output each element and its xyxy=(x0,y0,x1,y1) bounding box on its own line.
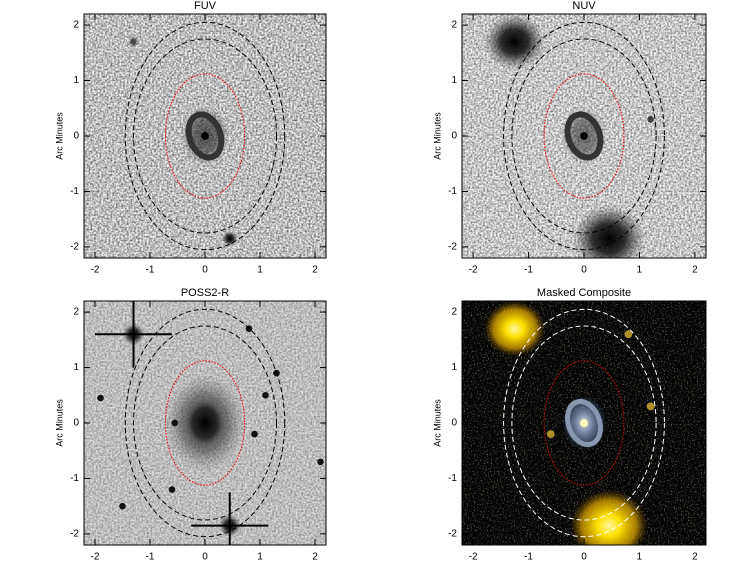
source xyxy=(119,502,126,510)
aperture xyxy=(503,21,665,251)
x-tick-label: -2 xyxy=(469,265,478,276)
y-tick-label: -1 xyxy=(448,186,457,197)
y-tick-label: 0 xyxy=(73,418,79,429)
aperture xyxy=(543,360,625,486)
y-tick-label: -1 xyxy=(70,473,79,484)
x-tick-label: -1 xyxy=(524,265,533,276)
diffraction-spike xyxy=(95,301,172,368)
aperture xyxy=(124,21,286,251)
y-axis-label: Arc Minutes xyxy=(54,399,64,447)
y-tick-label: 2 xyxy=(73,307,79,318)
y-tick-label: -1 xyxy=(448,473,457,484)
y-tick-label: 2 xyxy=(451,307,457,318)
y-tick-label: 1 xyxy=(451,75,457,86)
image xyxy=(462,301,706,545)
aperture xyxy=(164,73,246,199)
x-tick-label: 1 xyxy=(637,265,643,276)
x-tick-label: 0 xyxy=(202,265,208,276)
y-tick-label: 0 xyxy=(73,131,79,142)
y-tick-label: 1 xyxy=(73,362,79,373)
aperture xyxy=(133,325,277,521)
y-tick-label: -1 xyxy=(70,186,79,197)
galaxy-ring xyxy=(565,398,603,448)
diffraction-spike xyxy=(191,492,269,545)
x-tick-label: 0 xyxy=(581,265,587,276)
source xyxy=(181,395,229,451)
x-tick-label: -1 xyxy=(146,552,155,563)
x-tick-label: -2 xyxy=(91,552,100,563)
image xyxy=(84,14,326,258)
x-tick-label: 1 xyxy=(257,265,263,276)
aperture xyxy=(511,325,657,521)
panel-title: Masked Composite xyxy=(537,287,631,299)
y-tick-label: 2 xyxy=(451,20,457,31)
source xyxy=(128,36,139,48)
y-tick-label: 1 xyxy=(451,362,457,373)
panel: POSS2-R Arc Minutes -2 -1 0 1 2 -2 -1 0 1 2 xyxy=(54,287,327,563)
panel-title: POSS2-R xyxy=(181,287,229,299)
aperture xyxy=(543,73,625,199)
galaxy-ring xyxy=(564,111,604,161)
panel-title: FUV xyxy=(194,0,217,12)
x-tick-label: -2 xyxy=(469,552,478,563)
y-tick-label: -2 xyxy=(70,529,79,540)
x-tick-label: 2 xyxy=(692,265,698,276)
y-tick-label: 0 xyxy=(451,131,457,142)
source xyxy=(484,14,546,70)
source xyxy=(222,230,238,247)
source xyxy=(171,419,179,427)
galaxy-ring xyxy=(185,111,225,161)
y-axis-label: Arc Minutes xyxy=(54,112,64,160)
source xyxy=(646,402,655,411)
source xyxy=(570,489,648,545)
x-tick-label: 0 xyxy=(202,552,208,563)
x-tick-label: 2 xyxy=(312,552,318,563)
source xyxy=(580,419,588,427)
source xyxy=(262,391,269,399)
y-tick-label: 1 xyxy=(73,75,79,86)
source xyxy=(251,430,258,438)
x-tick-label: -2 xyxy=(91,265,100,276)
aperture xyxy=(503,308,665,538)
image xyxy=(462,14,706,258)
y-tick-label: -2 xyxy=(448,529,457,540)
source xyxy=(546,430,555,438)
y-tick-label: 0 xyxy=(451,418,457,429)
y-tick-label: -2 xyxy=(70,242,79,253)
y-axis-label: Arc Minutes xyxy=(432,399,442,447)
y-tick-label: 2 xyxy=(73,20,79,31)
x-tick-label: 1 xyxy=(257,552,263,563)
aperture xyxy=(133,38,277,234)
y-tick-label: -2 xyxy=(448,242,457,253)
source xyxy=(572,205,645,258)
panel-title: NUV xyxy=(572,0,596,12)
source xyxy=(168,486,176,493)
source xyxy=(484,301,546,357)
source xyxy=(317,458,324,466)
panel: Masked Composite Arc Minutes -2 -1 0 1 2 -2 -1 0 1… xyxy=(432,287,707,563)
panel: FUV Arc Minutes -2 -1 0 1 2 -2 -1 0 1 2 xyxy=(54,0,327,276)
x-tick-label: 2 xyxy=(312,265,318,276)
aperture xyxy=(124,308,286,538)
source xyxy=(201,132,209,140)
x-tick-label: 1 xyxy=(637,552,643,563)
source xyxy=(624,330,633,339)
image xyxy=(84,301,326,545)
source xyxy=(580,132,588,140)
x-tick-label: 2 xyxy=(692,552,698,563)
x-tick-label: 0 xyxy=(581,552,587,563)
x-tick-label: -1 xyxy=(146,265,155,276)
aperture xyxy=(511,38,657,234)
y-axis-label: Arc Minutes xyxy=(432,112,442,160)
source xyxy=(647,116,654,123)
x-tick-label: -1 xyxy=(524,552,533,563)
panel: NUV Arc Minutes -2 -1 0 1 2 -2 -1 0 1 2 xyxy=(432,0,707,276)
source xyxy=(97,394,104,402)
aperture xyxy=(164,360,246,486)
